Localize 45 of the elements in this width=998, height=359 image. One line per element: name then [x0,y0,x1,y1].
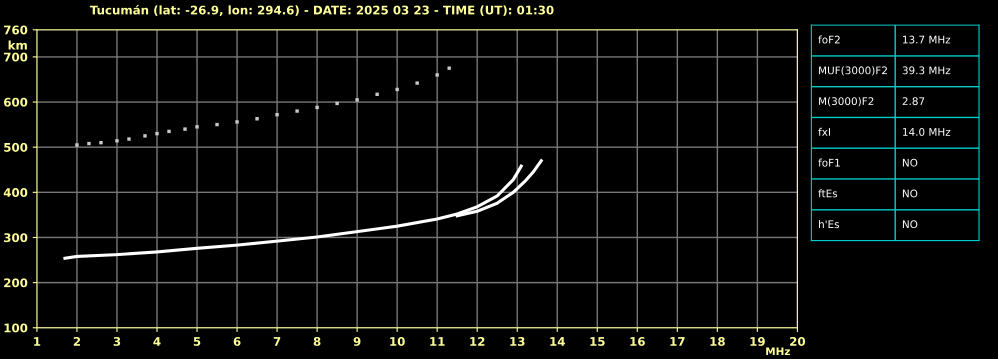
x-tick-label: 6 [234,337,241,346]
x-tick-label: 9 [354,337,360,346]
text: 13.7 MHz [903,36,950,44]
text: foF2 [818,35,840,44]
x-tick-label: 13 [510,337,524,346]
text: NO [902,220,918,228]
x-tick-label: 12 [470,337,484,346]
x-tick-label: 7 [274,337,280,346]
x-tick-label: 2 [74,337,80,346]
x-tick-label: 18 [710,337,725,346]
x-axis-title: MHz [766,347,790,356]
x-tick-label: 3 [114,337,120,346]
x-tick-label: 1 [34,337,40,346]
text: MUF(3000)F2 [819,66,887,76]
y-tick-label: 300 [4,233,28,242]
x-tick-label: 4 [153,337,161,346]
text: NO [902,158,918,167]
y-tick-label: 600 [4,98,28,107]
y-tick-label: 400 [4,188,28,197]
text: NO [902,190,918,198]
text: 2.87 [902,97,924,106]
text: foF1 [818,158,840,167]
y-tick-label: 100 [4,323,28,332]
text: M(3000)F2 [819,97,874,106]
x-tick-label: 5 [194,337,200,346]
x-tick-label: 17 [670,337,685,346]
text: fxI [818,128,830,136]
x-tick-label: 14 [550,337,565,346]
text: 14.0 MHz [903,128,950,136]
text: 39.3 MHz [902,66,950,74]
x-tick-label: 15 [590,337,605,346]
y-tick-label: 760 [4,26,28,34]
x-tick-label: 16 [630,337,645,346]
y-tick-label: 500 [4,142,28,152]
y-tick-label: 200 [4,278,28,288]
chart-title: Tucumán (lat: -26.9, lon: 294.6) - DATE: 2025 03 23 - TIME (UT): 01:30 [90,4,554,16]
y-axis-title: km [8,40,27,50]
x-tick-label: 10 [390,337,405,346]
text: ftEs [818,189,838,198]
x-tick-label: 20 [790,337,806,346]
x-tick-label: 19 [750,337,765,346]
x-tick-label: 11 [430,337,445,346]
y-tick-label: 700 [4,52,28,62]
text: h'Es [819,220,840,228]
x-tick-label: 8 [314,337,320,346]
